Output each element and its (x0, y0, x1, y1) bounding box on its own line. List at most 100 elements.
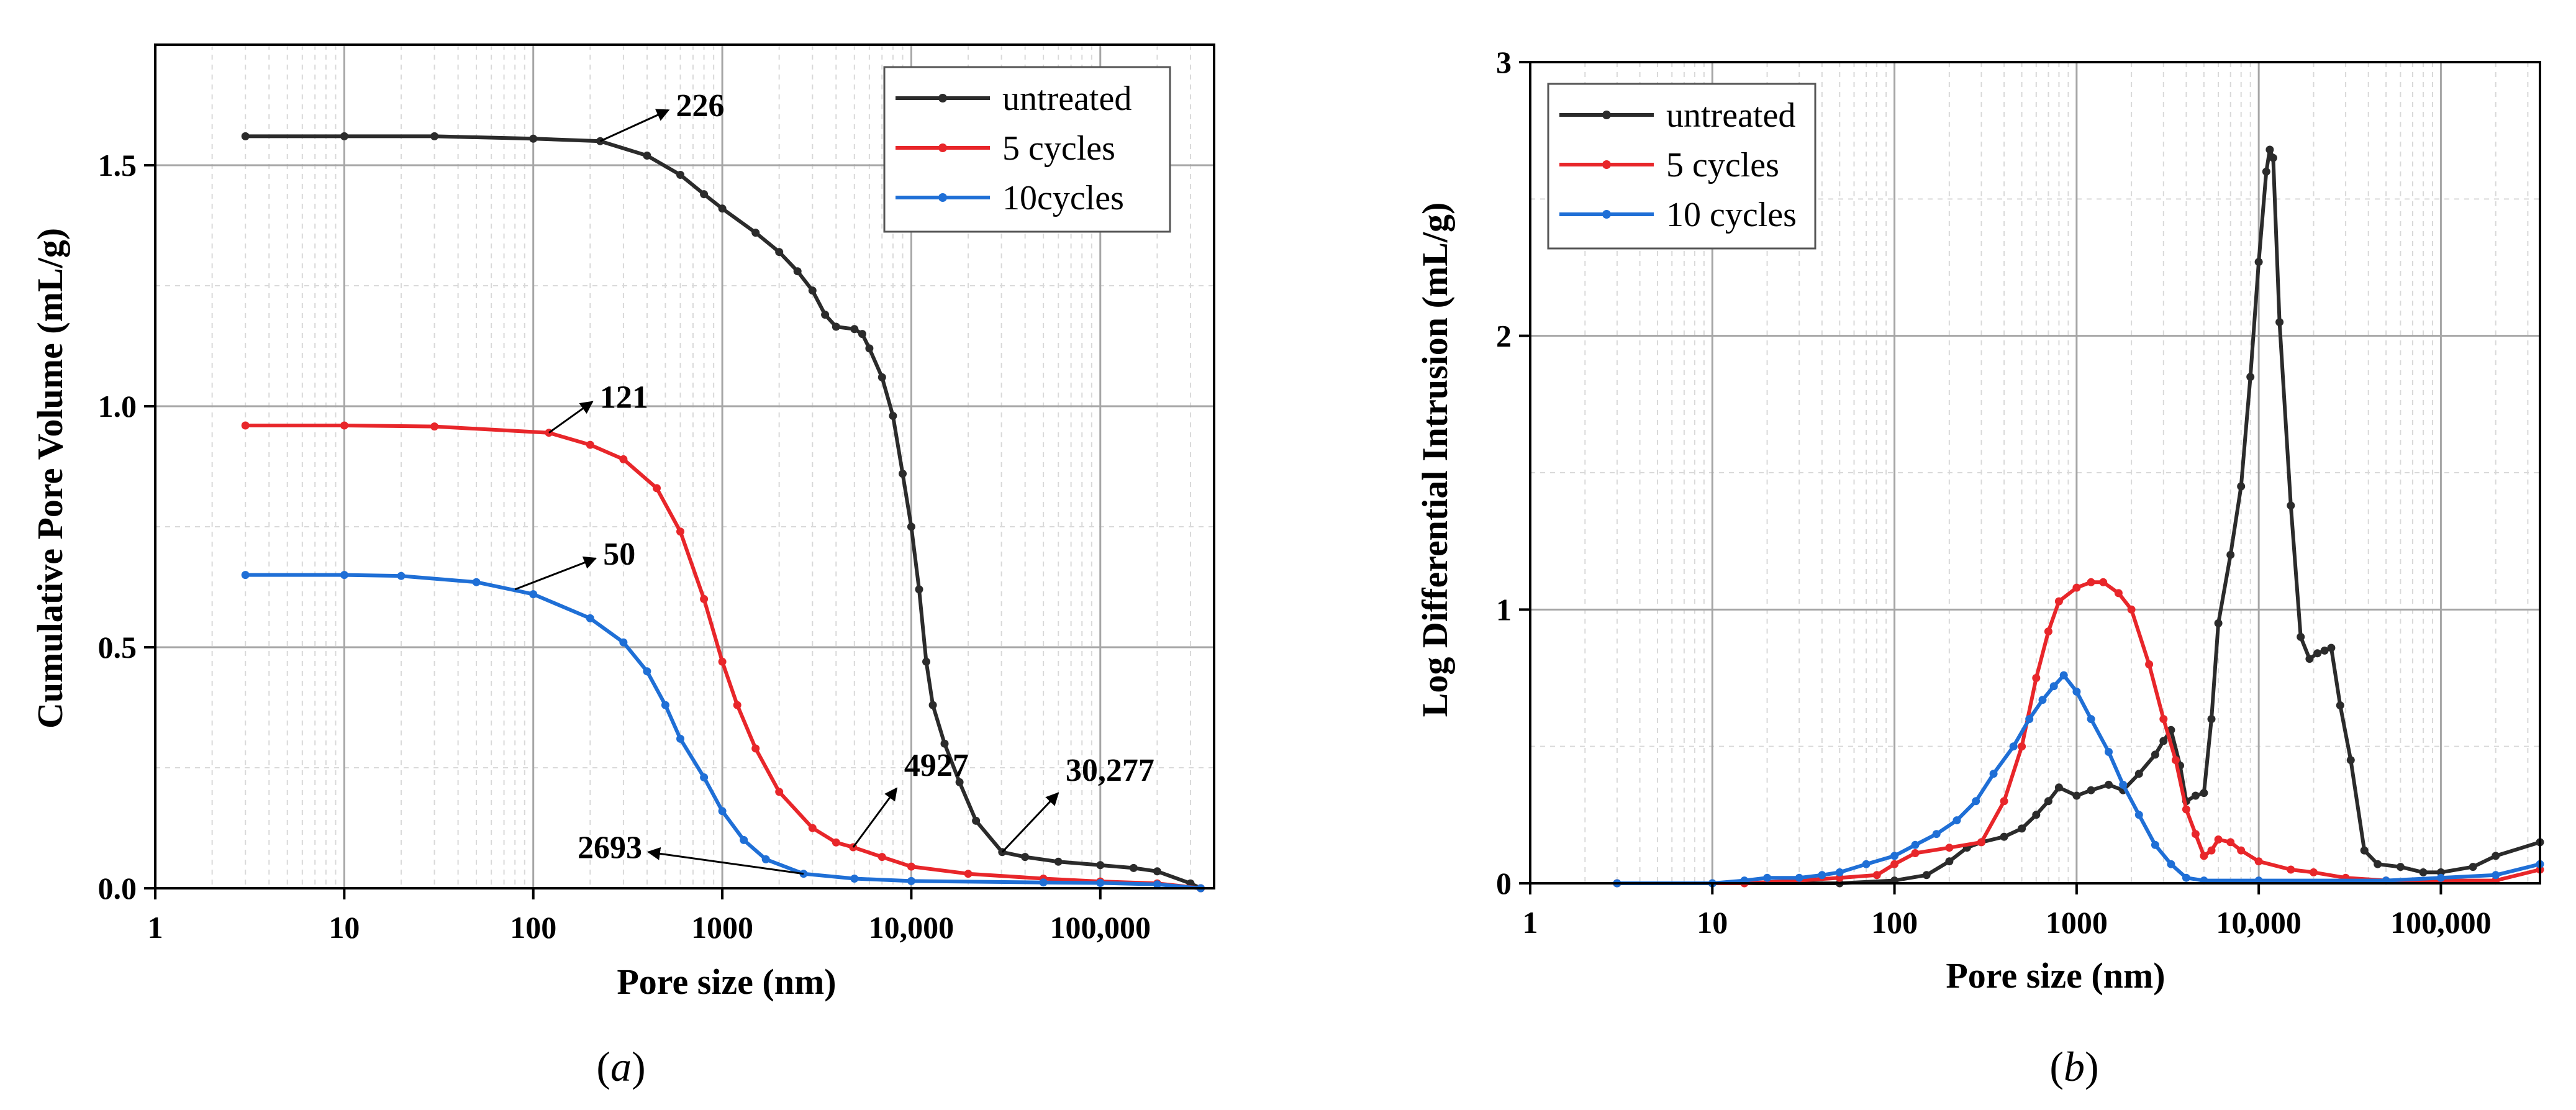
panel-a-legend: untreated 5 cycles 10cycles (883, 66, 1171, 233)
panel-b-data-point (2059, 671, 2068, 680)
panel-a-y-tick-label: 0.5 (98, 630, 137, 665)
panel-a-data-point (643, 152, 651, 160)
panel-a-data-point (865, 344, 874, 353)
panel-b-data-point (2207, 846, 2216, 855)
panel-a-data-point (808, 824, 817, 832)
panel-a-data-point (751, 229, 760, 237)
panel-b-data-point (2105, 748, 2113, 756)
panel-b-data-point (2492, 852, 2500, 860)
panel-b-data-point (2087, 578, 2095, 586)
panel-b-data-point (2297, 632, 2305, 641)
panel-b-series-line (1617, 580, 2541, 885)
panel-a-data-point (529, 134, 538, 143)
panel-b-data-point (2105, 780, 2113, 789)
panel-a-series (241, 132, 1205, 893)
panel-a-data-point (964, 870, 973, 878)
panel-a-data-point (858, 330, 866, 339)
panel-b-data-point (2265, 145, 2274, 154)
panel-a-x-axis-title: Pore size (nm) (617, 962, 836, 1002)
panel-b-data-point (2167, 860, 2175, 868)
panel-b-data-point (2200, 789, 2208, 798)
panel-a-legend-label: 5 cycles (1002, 129, 1115, 168)
panel-b-series-1 (1613, 145, 2544, 888)
panel-a-data-point (676, 527, 684, 536)
panel-a-data-point (889, 412, 897, 420)
panel-b-plot-frame (1529, 61, 2541, 885)
panel-a-data-point (733, 701, 742, 709)
panel-a-data-point (586, 440, 594, 449)
panel-a-y-tick-label: 0.0 (98, 871, 137, 906)
panel-b-data-point (1977, 838, 1985, 847)
panel-a-data-point (472, 578, 481, 586)
panel-b-legend-marker (1602, 210, 1611, 219)
panel-b-data-point (2200, 852, 2208, 860)
panel-a-annotation-arrow (548, 401, 594, 434)
panel-b-data-point (2038, 696, 2047, 704)
panel-a-series-3 (241, 571, 1205, 893)
panel-a-axes (154, 43, 1215, 889)
panel-a-annotation-label: 30,277 (1066, 753, 1154, 788)
panel-a-data-point (808, 286, 817, 295)
panel-a-data-point (832, 322, 840, 331)
panel-a-x-tick-label: 10,000 (869, 910, 955, 945)
panel-b-data-point (2134, 770, 2143, 778)
panel-a-data-point (761, 855, 770, 863)
panel-b-data-point (2207, 715, 2216, 724)
panel-b-data-point (2269, 153, 2277, 162)
panel-a-data-point (241, 421, 250, 430)
panel-b-data-point (2009, 742, 2018, 751)
panel-a-data-point (619, 638, 628, 647)
panel-a-data-point (775, 788, 784, 796)
panel-a-data-point (241, 132, 250, 140)
panel-a-data-point (340, 421, 348, 430)
panel-b-data-point (2032, 811, 2041, 819)
panel-b-axes (1529, 61, 2541, 885)
panel-a-data-point (850, 325, 859, 334)
panel-a-data-point (1096, 861, 1105, 870)
panel-a-data-point (718, 657, 727, 666)
panel-b-data-point (2346, 756, 2355, 765)
panel-a-data-point (340, 132, 348, 140)
panel-a-annotations: 226 121 50 4927 2693 30,277 (514, 88, 1154, 875)
panel-a-data-point (700, 773, 709, 781)
panel-b-data-point (1890, 852, 1899, 860)
panel-b-data-point (1872, 871, 1881, 880)
panel-b-data-point (2099, 578, 2108, 586)
panel-a-data-point (907, 522, 915, 531)
panel-b-caption: (b) (2049, 1043, 2098, 1090)
panel-b-series-2 (1613, 578, 2544, 888)
panel-b-data-point (1795, 873, 1803, 882)
panel-a-data-point (340, 571, 348, 580)
panel-b-data-point (2171, 756, 2180, 765)
panel-b-data-point (2114, 589, 2123, 598)
panel-b-data-point (2044, 797, 2052, 806)
panel-a-data-point (718, 807, 727, 816)
panel-b-data-point (2134, 811, 2143, 819)
panel-b-data-point (2054, 783, 2063, 792)
panel-b-data-point (2072, 688, 2081, 696)
panel-a-data-point (907, 862, 915, 871)
panel-b-data-point (2396, 863, 2405, 871)
panel-b-data-point (1835, 868, 1844, 876)
panel-b-data-point (2226, 550, 2235, 559)
panel-b-data-point (1911, 849, 1920, 857)
panel-b-y-axis-title: Log Differential Intrusion (mL/g) (1415, 202, 1455, 717)
panel-b-data-point (2287, 865, 2295, 874)
panel-b-legend-label: 10 cycles (1666, 196, 1797, 234)
panel-a-annotation-label: 50 (603, 537, 635, 572)
panel-a-annotation-label: 2693 (578, 830, 642, 866)
panel-a-ticks: 1 10 100 1000 10,000 100,000 0.0 0.5 1.0 1.5 (98, 148, 1151, 945)
panel-b-data-point (1911, 840, 1920, 849)
panel-b-data-point (2159, 737, 2168, 745)
panel-b-y-tick-label: 2 (1496, 319, 1512, 353)
panel-b-data-point (2151, 750, 2159, 759)
panel-a-annotation-label: 226 (676, 88, 724, 124)
panel-b-data-point (2237, 846, 2246, 855)
panel-b-data-point (1952, 816, 1961, 825)
panel-b-data-point (2119, 780, 2128, 789)
panel-a-data-point (907, 876, 915, 885)
panel-b-data-point (1922, 871, 1931, 880)
panel-a-data-point (1153, 867, 1161, 876)
panel-a-data-point (619, 455, 628, 463)
